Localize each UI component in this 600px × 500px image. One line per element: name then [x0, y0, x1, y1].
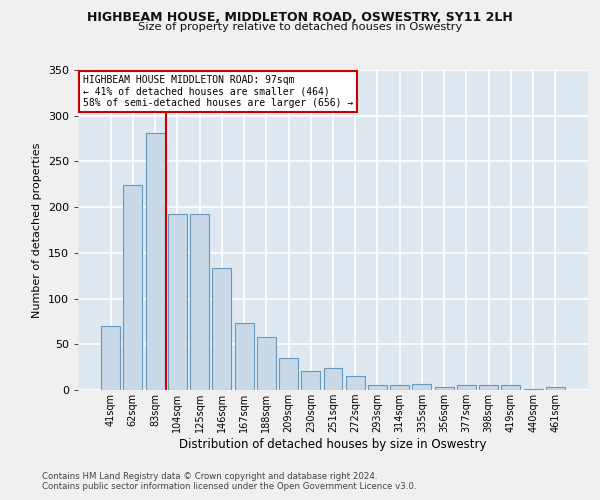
Bar	[502, 386, 520, 390]
Bar	[101, 326, 120, 390]
Bar	[524, 389, 542, 390]
Text: Size of property relative to detached houses in Oswestry: Size of property relative to detached ho…	[138, 22, 462, 32]
Text: Contains HM Land Registry data © Crown copyright and database right 2024.: Contains HM Land Registry data © Crown c…	[42, 472, 377, 481]
Bar	[457, 386, 476, 390]
Bar	[146, 133, 164, 390]
Bar	[368, 386, 387, 390]
Bar	[435, 388, 454, 390]
Bar	[479, 386, 498, 390]
Bar	[323, 368, 343, 390]
Bar	[390, 386, 409, 390]
Bar	[257, 337, 276, 390]
Bar	[235, 324, 254, 390]
Bar	[546, 388, 565, 390]
Bar	[412, 384, 431, 390]
Text: HIGHBEAM HOUSE, MIDDLETON ROAD, OSWESTRY, SY11 2LH: HIGHBEAM HOUSE, MIDDLETON ROAD, OSWESTRY…	[87, 11, 513, 24]
Bar	[168, 214, 187, 390]
Bar	[279, 358, 298, 390]
Bar	[124, 185, 142, 390]
Bar	[190, 214, 209, 390]
Bar	[212, 268, 231, 390]
Y-axis label: Number of detached properties: Number of detached properties	[32, 142, 42, 318]
X-axis label: Distribution of detached houses by size in Oswestry: Distribution of detached houses by size …	[179, 438, 487, 451]
Bar	[301, 371, 320, 390]
Text: Contains public sector information licensed under the Open Government Licence v3: Contains public sector information licen…	[42, 482, 416, 491]
Bar	[346, 376, 365, 390]
Text: HIGHBEAM HOUSE MIDDLETON ROAD: 97sqm
← 41% of detached houses are smaller (464)
: HIGHBEAM HOUSE MIDDLETON ROAD: 97sqm ← 4…	[83, 75, 353, 108]
